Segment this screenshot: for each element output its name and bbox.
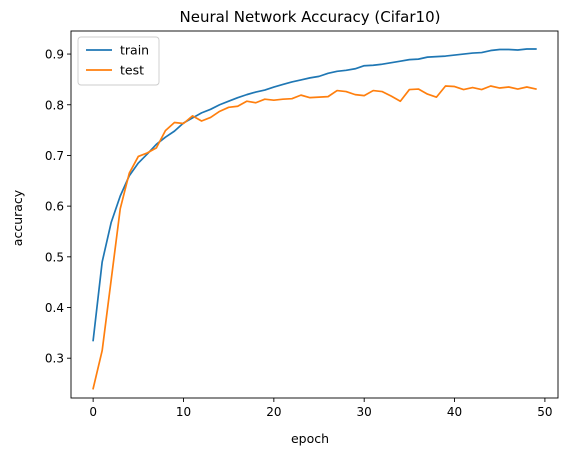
legend: train test <box>77 36 160 86</box>
legend-label-train: train <box>120 43 149 58</box>
y-axis-label: accuracy <box>10 189 25 246</box>
series-line-train <box>92 48 537 342</box>
y-tick-label: 0.5 <box>45 250 64 264</box>
y-tick-label: 0.7 <box>45 149 64 163</box>
y-tick-label: 0.3 <box>45 352 64 366</box>
legend-box <box>77 36 160 86</box>
chart-title: Neural Network Accuracy (Cifar10) <box>180 8 441 26</box>
x-tick-label: 40 <box>447 405 462 419</box>
y-tick-label: 0.6 <box>45 200 64 214</box>
legend-label-test: test <box>120 63 144 78</box>
x-tick-label: 20 <box>266 405 281 419</box>
x-tick-label: 0 <box>89 405 97 419</box>
x-tick-label: 50 <box>537 405 552 419</box>
x-axis-label: epoch <box>291 431 329 446</box>
axes-frame <box>70 30 559 399</box>
y-tick-label: 0.4 <box>45 301 64 315</box>
y-tick-label: 0.9 <box>45 48 64 62</box>
plot-area: 0 10 20 30 40 50 0.3 0.4 0.5 0.6 0.7 0.8 0.9 <box>45 30 559 419</box>
series-line-test <box>92 85 537 390</box>
y-tick-label: 0.8 <box>45 98 64 112</box>
x-tick-label: 30 <box>357 405 372 419</box>
x-tick-label: 10 <box>176 405 191 419</box>
